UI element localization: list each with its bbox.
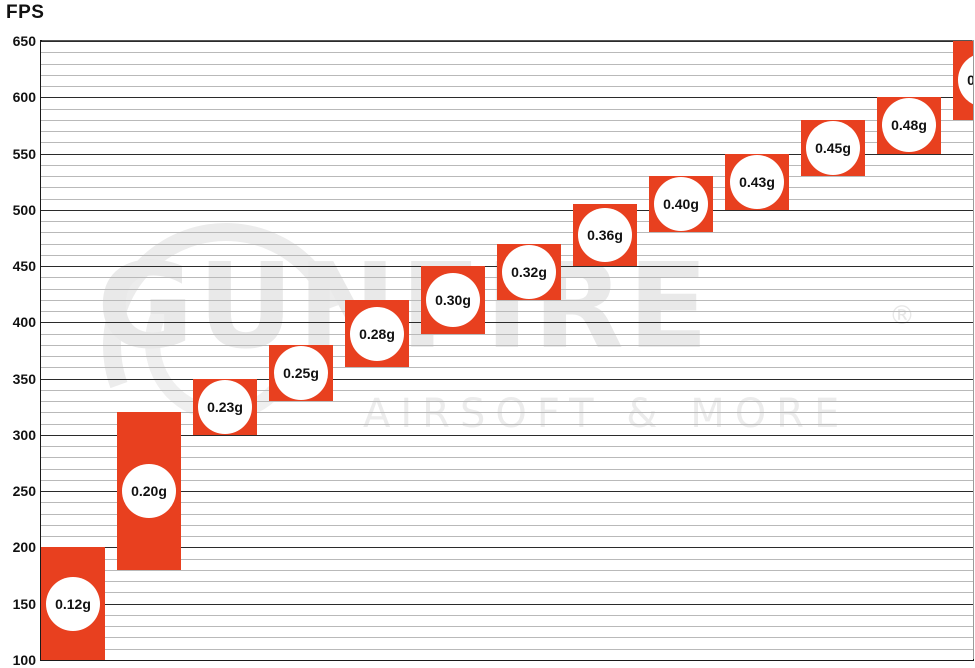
bar-label-badge: 0.32g bbox=[502, 244, 556, 299]
gridline-minor bbox=[41, 446, 973, 448]
gridline-minor bbox=[41, 479, 973, 481]
gridline-minor bbox=[41, 614, 973, 616]
gridline-major bbox=[41, 434, 973, 436]
gridline-minor bbox=[41, 581, 973, 583]
gridline-minor bbox=[41, 637, 973, 639]
gridline-minor bbox=[41, 457, 973, 459]
y-tick-label: 600 bbox=[12, 89, 36, 106]
y-tick-label: 550 bbox=[12, 145, 36, 162]
y-tick-label: 500 bbox=[12, 201, 36, 218]
gridline-minor bbox=[41, 502, 973, 504]
gridline-minor bbox=[41, 198, 973, 200]
y-tick-label: 200 bbox=[12, 539, 36, 556]
page-title: FPS bbox=[6, 2, 45, 23]
gridline-major bbox=[41, 603, 973, 605]
bar-label-badge: 0.43g bbox=[730, 154, 784, 209]
gridline-minor bbox=[41, 468, 973, 470]
gridline-minor bbox=[41, 412, 973, 414]
bar-label-badge: 0.30g bbox=[426, 272, 480, 327]
gridline-minor bbox=[41, 86, 973, 88]
y-tick-label: 650 bbox=[12, 33, 36, 49]
gridline-major bbox=[41, 97, 973, 99]
bar-label-badge: 0.12g bbox=[46, 576, 100, 631]
gridline-minor bbox=[41, 524, 973, 526]
gridline-minor bbox=[41, 626, 973, 628]
bar-label-badge: 0.48g bbox=[882, 98, 936, 153]
gridline-minor bbox=[41, 311, 973, 313]
gridline-minor bbox=[41, 164, 973, 166]
gridline-major bbox=[41, 209, 973, 211]
y-tick-label: 250 bbox=[12, 483, 36, 500]
gridline-major bbox=[41, 153, 973, 155]
y-tick-label: 450 bbox=[12, 258, 36, 275]
gridline-major bbox=[41, 491, 973, 493]
gridline-major bbox=[41, 322, 973, 324]
bar-label-badge: 0.40g bbox=[654, 177, 708, 232]
gridline-minor bbox=[41, 187, 973, 189]
gridline-minor bbox=[41, 142, 973, 144]
gridline-minor bbox=[41, 513, 973, 515]
bar-label-badge: 0.45g bbox=[806, 120, 860, 175]
plot-area: GUNFIRE AIRSOFT & MORE ® 0.12g0.20g0.23g… bbox=[41, 41, 973, 660]
gridline-minor bbox=[41, 63, 973, 65]
gridline-minor bbox=[41, 52, 973, 54]
y-tick-label: 350 bbox=[12, 370, 36, 387]
y-tick-label: 100 bbox=[12, 652, 36, 668]
gridline-major bbox=[41, 41, 973, 42]
gridline-minor bbox=[41, 108, 973, 110]
gridline-major bbox=[41, 547, 973, 549]
gridline-minor bbox=[41, 131, 973, 133]
gridline-minor bbox=[41, 648, 973, 650]
gridline-minor bbox=[41, 367, 973, 369]
gridline-minor bbox=[41, 423, 973, 425]
x-axis-line bbox=[40, 659, 974, 661]
gridline-minor bbox=[41, 119, 973, 121]
gridline-minor bbox=[41, 569, 973, 571]
y-tick-label: 400 bbox=[12, 314, 36, 331]
gridline-minor bbox=[41, 299, 973, 301]
bar-label-badge: 0.20g bbox=[122, 464, 176, 519]
gridline-minor bbox=[41, 221, 973, 223]
gridline-minor bbox=[41, 333, 973, 335]
gridline-minor bbox=[41, 592, 973, 594]
gridline-minor bbox=[41, 389, 973, 391]
bars-layer: 0.12g 0.20g 0.23g 0.25g 0.28g 0.30g 0.32g 0.36g… bbox=[41, 41, 973, 660]
gridline-major bbox=[41, 378, 973, 380]
bar-label-badge: 0.23g bbox=[198, 379, 252, 434]
gridline-minor bbox=[41, 344, 973, 346]
gridline-minor bbox=[41, 536, 973, 538]
gridline-minor bbox=[41, 176, 973, 178]
y-tick-label: 150 bbox=[12, 595, 36, 612]
bar-label-badge: 0.25g bbox=[274, 346, 328, 400]
gridline-minor bbox=[41, 401, 973, 403]
bar-label-badge: 0.28g bbox=[350, 306, 404, 361]
gridline-minor bbox=[41, 356, 973, 358]
gridline-minor bbox=[41, 232, 973, 234]
bar-label-badge: 0.50g bbox=[958, 53, 973, 108]
bar-label-badge: 0.36g bbox=[578, 208, 632, 263]
y-tick-label: 300 bbox=[12, 426, 36, 443]
gridline-minor bbox=[41, 558, 973, 560]
gridline-minor bbox=[41, 74, 973, 76]
axis-right-border bbox=[972, 40, 974, 661]
